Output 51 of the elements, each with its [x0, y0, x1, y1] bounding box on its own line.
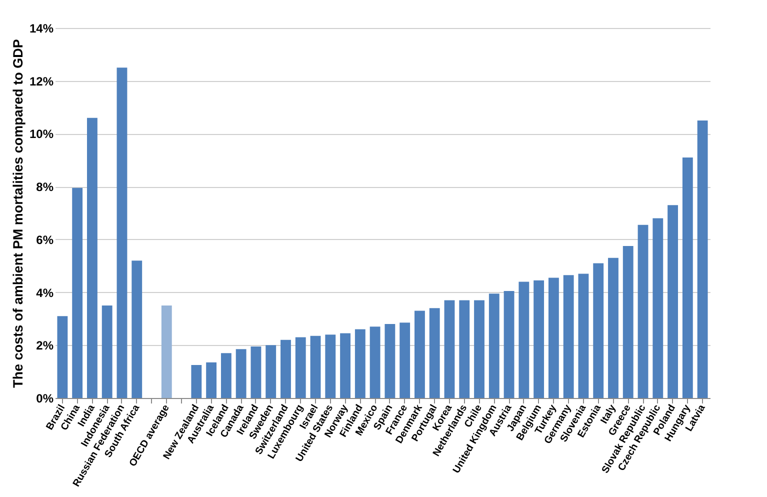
y-tick-label: 2% [36, 338, 54, 353]
bar [534, 280, 544, 398]
bar [459, 300, 470, 398]
bar [608, 258, 618, 398]
bar [638, 224, 648, 398]
bar [548, 278, 559, 398]
bar [444, 300, 455, 398]
y-tick-label: 0% [36, 392, 54, 406]
bar [622, 246, 634, 398]
y-tick-label: 4% [36, 286, 54, 300]
bar [87, 118, 98, 398]
bar [563, 275, 574, 398]
bar [325, 334, 336, 398]
bar [132, 260, 142, 398]
bar [266, 345, 276, 398]
bar [161, 306, 172, 398]
bar [504, 290, 514, 398]
bar [652, 218, 664, 398]
bar [116, 68, 128, 398]
bar [102, 306, 112, 398]
bar [57, 316, 68, 398]
bar [593, 263, 604, 398]
y-tick-label: 10% [29, 127, 54, 142]
bar [518, 282, 530, 398]
bar [206, 362, 217, 398]
bar [474, 300, 484, 398]
bar [250, 346, 262, 398]
bar [414, 310, 425, 398]
bar [682, 158, 693, 398]
bar [668, 205, 678, 398]
bar [370, 326, 380, 398]
bar [578, 274, 589, 398]
bar [384, 324, 396, 398]
y-tick-label: 6% [36, 232, 54, 247]
bar [429, 308, 440, 398]
bar [236, 349, 246, 398]
bar [72, 188, 83, 398]
y-tick-label: 8% [36, 180, 54, 194]
bar [488, 294, 500, 398]
bar [220, 353, 232, 398]
bar [340, 333, 350, 398]
bar [191, 364, 202, 398]
bar [400, 322, 410, 398]
bar [295, 337, 306, 398]
y-tick-label: 12% [29, 74, 54, 88]
y-tick-label: 14% [29, 22, 54, 36]
bar [310, 336, 321, 398]
bar [697, 120, 708, 398]
bar [280, 340, 291, 398]
y-axis-title: The costs of ambient PM mortalities compared to GDP [10, 39, 26, 388]
bar [354, 329, 366, 398]
